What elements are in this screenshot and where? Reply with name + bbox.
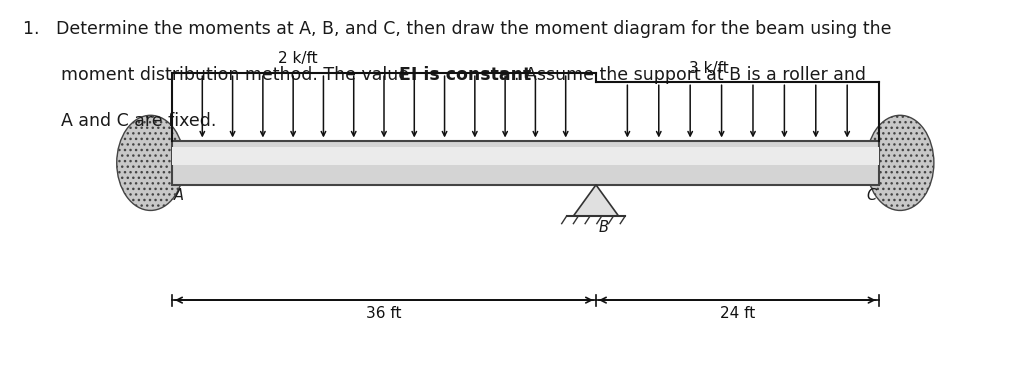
- Text: A and C are fixed.: A and C are fixed.: [61, 112, 217, 130]
- Ellipse shape: [866, 115, 934, 210]
- Text: C: C: [866, 188, 877, 203]
- Bar: [172, 141, 879, 185]
- Bar: [172, 147, 879, 165]
- Text: 2 k/ft: 2 k/ft: [279, 51, 317, 66]
- Text: moment distribution method. The value: moment distribution method. The value: [61, 66, 415, 84]
- Polygon shape: [573, 185, 618, 216]
- Text: 1.   Determine the moments at A, B, and C, then draw the moment diagram for the : 1. Determine the moments at A, B, and C,…: [23, 20, 891, 38]
- Text: . Assume the support at B is a roller and: . Assume the support at B is a roller an…: [514, 66, 866, 84]
- Text: A: A: [174, 188, 184, 203]
- Text: B: B: [599, 220, 609, 235]
- Text: EI is constant: EI is constant: [399, 66, 531, 84]
- Ellipse shape: [117, 115, 184, 210]
- Text: 3 k/ft: 3 k/ft: [689, 61, 729, 76]
- Text: 36 ft: 36 ft: [367, 306, 401, 321]
- Text: 24 ft: 24 ft: [720, 306, 755, 321]
